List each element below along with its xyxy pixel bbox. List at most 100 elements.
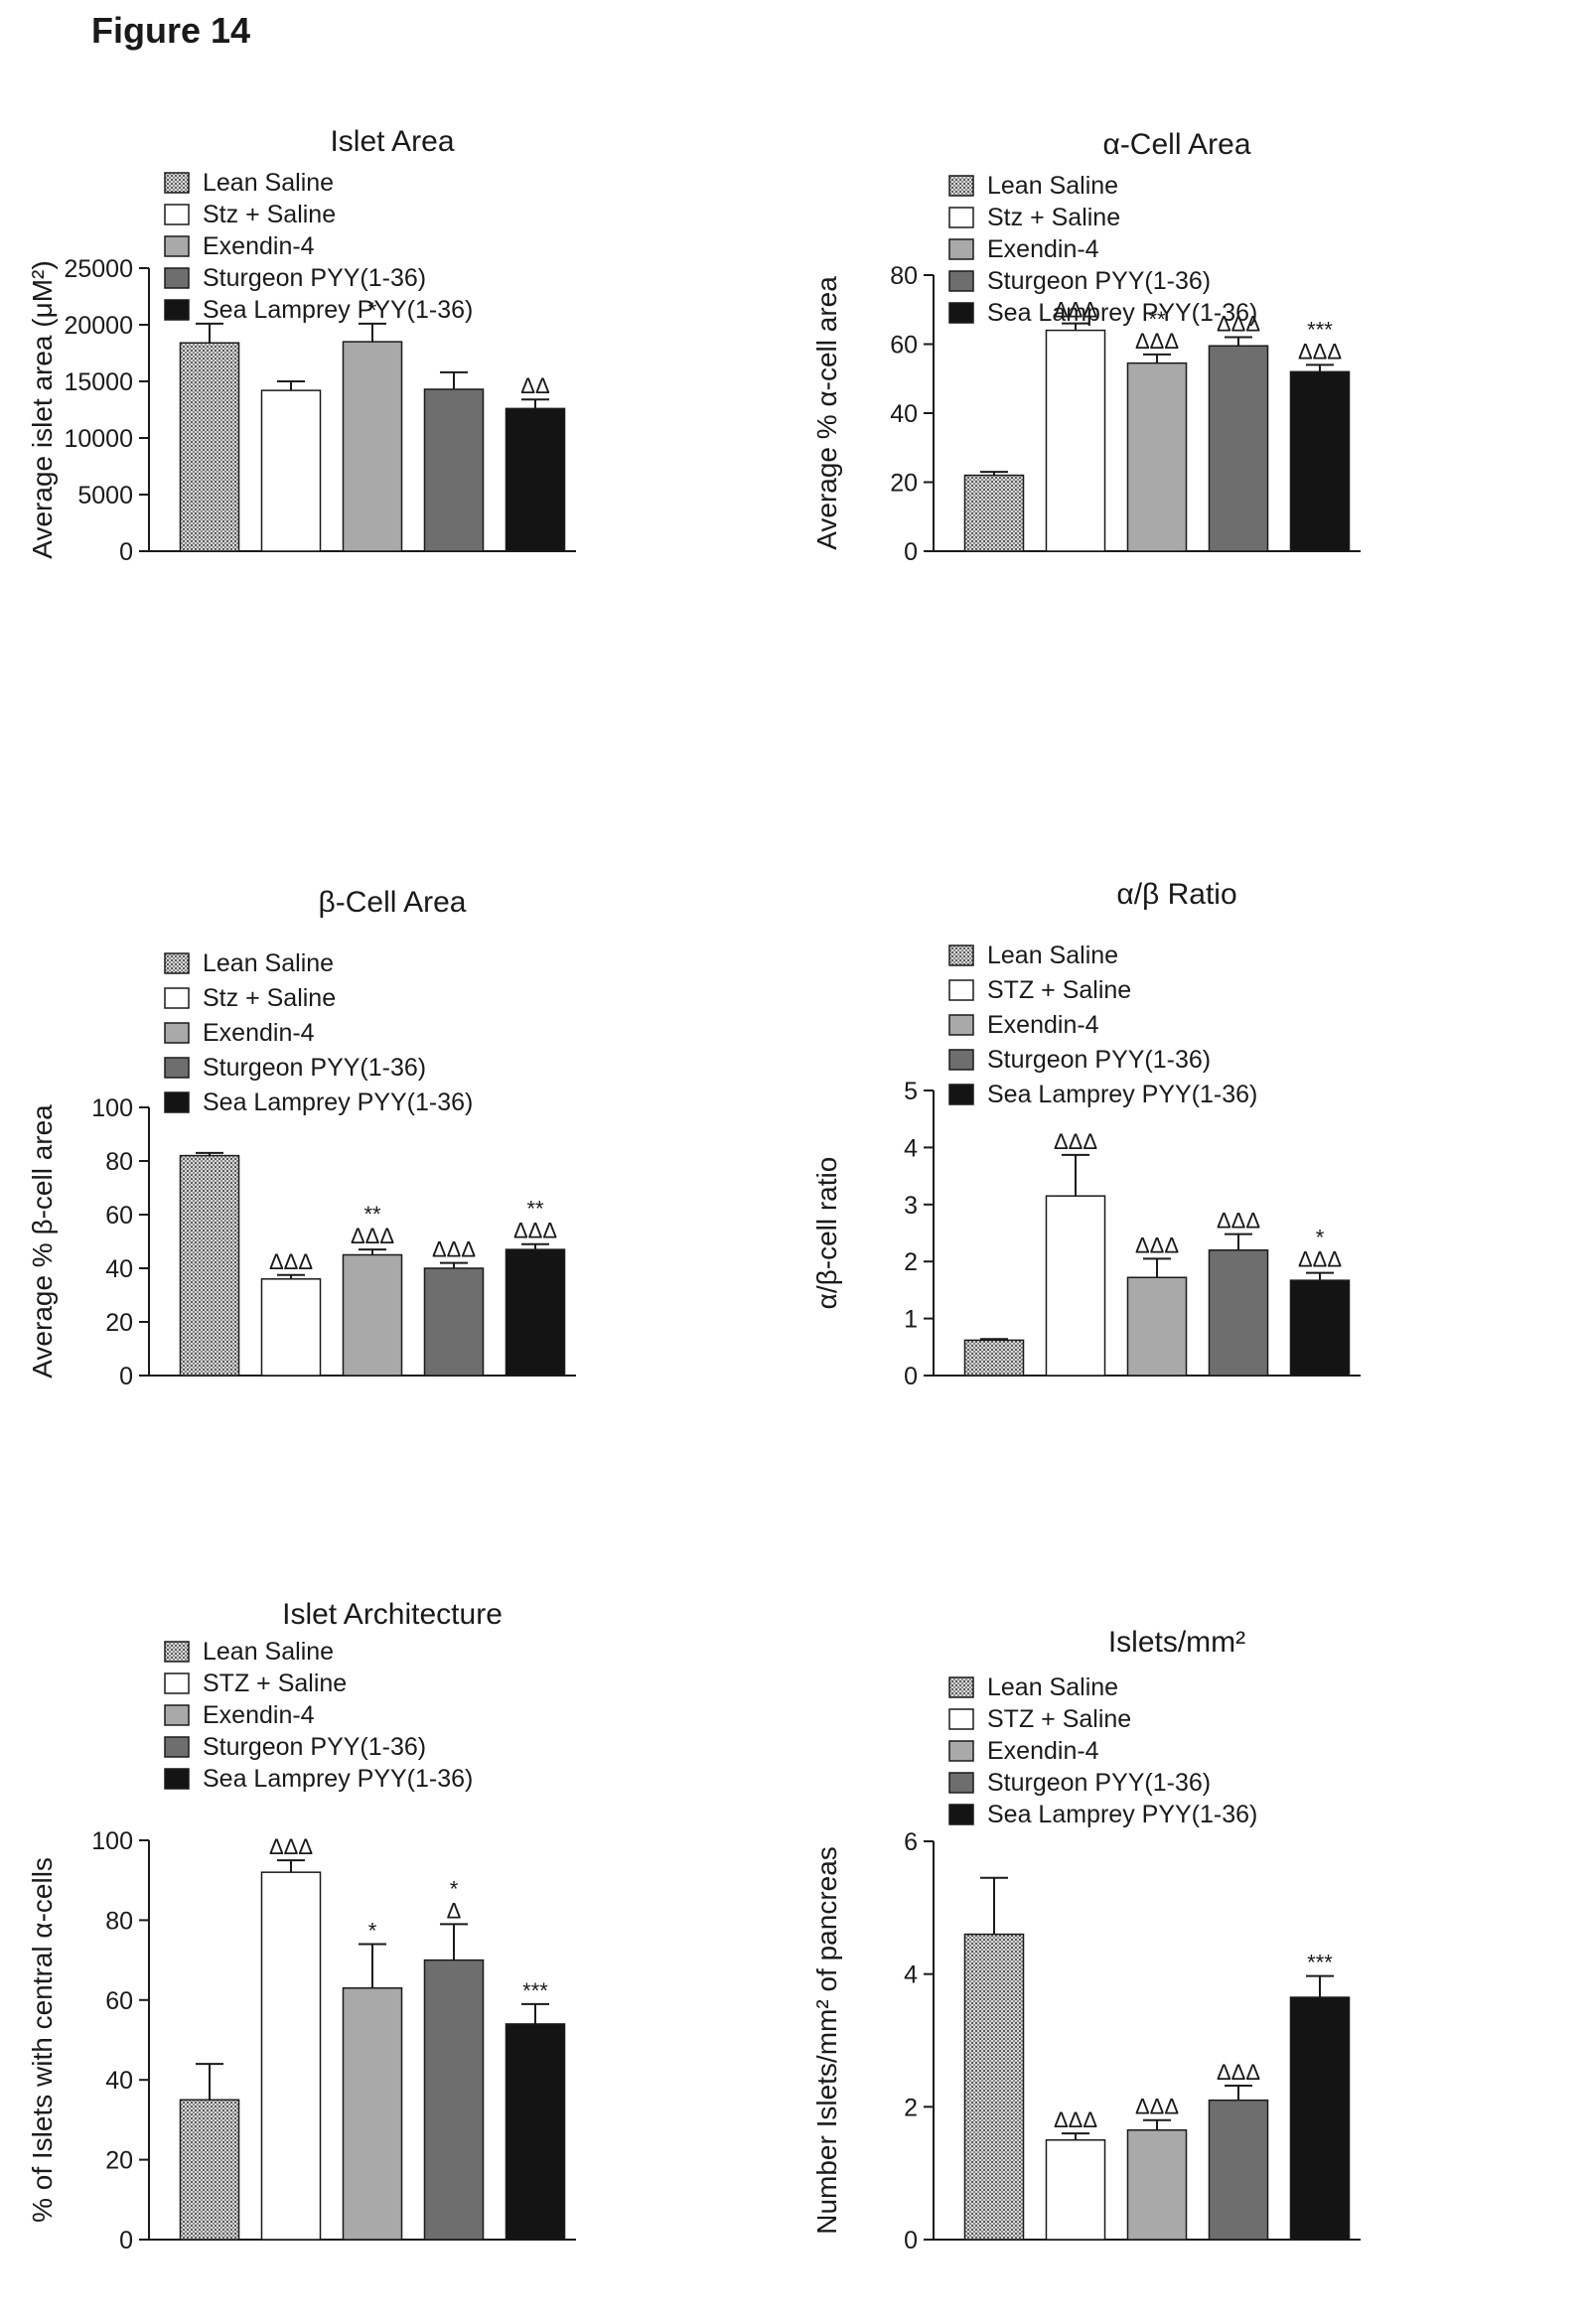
bar-sturgeon-pyy-1-36 [1208,345,1269,552]
y-tick-label: 0 [119,1363,133,1390]
y-tick-label: 80 [105,1148,133,1176]
legend-label-exendin-4: Exendin-4 [987,235,1099,263]
y-tick-label: 80 [890,262,918,290]
legend-label-sea-lamprey-pyy-1-36: Sea Lamprey PYY(1-36) [203,296,473,324]
bar-exendin-4 [342,341,403,552]
chart-title: Islet Area [330,125,454,158]
significance-marker: ΔΔΔ [269,1249,313,1274]
significance-marker: ΔΔΔ [1054,298,1097,323]
legend-swatch-sea-lamprey-pyy-1-36 [164,1768,190,1790]
legend-swatch-sea-lamprey-pyy-1-36 [164,299,190,321]
legend-label-lean-saline: Lean Saline [987,942,1118,969]
legend-swatch-exendin-4 [948,238,974,260]
significance-marker: ΔΔΔ [1135,1233,1179,1257]
legend-label-sturgeon-pyy-1-36: Sturgeon PYY(1-36) [987,1046,1211,1074]
bar-lean-saline [179,2099,240,2241]
y-axis-label: Average % α-cell area [811,276,842,550]
significance-marker: ΔΔΔ [1135,329,1179,354]
chart-beta-cell-area: β-Cell Area Lean Saline Stz + Saline Exendi… [27,886,576,1390]
legend-swatch-sturgeon-pyy-1-36 [164,267,190,289]
legend-swatch-stz-saline [948,1708,974,1730]
y-tick-label: 60 [105,1202,133,1230]
significance-marker: ΔΔΔ [1298,1247,1342,1272]
legend-label-exendin-4: Exendin-4 [203,1019,315,1047]
y-tick-label: 100 [91,1827,133,1855]
bar-lean-saline [179,342,240,552]
bar-sea-lamprey-pyy-1-36 [505,407,566,552]
legend-label-sturgeon-pyy-1-36: Sturgeon PYY(1-36) [203,1733,426,1761]
bar-sea-lamprey-pyy-1-36 [1289,1996,1351,2241]
legend-swatch-exendin-4 [164,1704,190,1726]
chart-title: α-Cell Area [1102,128,1250,161]
chart-islets-per-mm2: Islets/mm² Lean Saline STZ + Saline Exendin… [811,1626,1361,2254]
legend-swatch-stz-saline [948,979,974,1001]
chart-title: Islets/mm² [1108,1626,1245,1659]
legend-swatch-lean-saline [948,944,974,966]
significance-marker: * [368,298,377,323]
y-axis-label: % of Islets with central α-cells [27,1857,58,2223]
legend-label-stz-saline: Stz + Saline [203,201,336,228]
legend-label-sturgeon-pyy-1-36: Sturgeon PYY(1-36) [203,264,426,292]
bar-stz-saline [1045,329,1106,552]
significance-marker: ΔΔΔ [1054,1129,1097,1154]
bar-sturgeon-pyy-1-36 [1208,1248,1269,1377]
y-tick-label: 0 [904,2227,918,2254]
chart-islet-area: Islet Area Lean Saline Stz + Saline Exendin… [27,125,576,566]
bar-sea-lamprey-pyy-1-36 [505,1248,566,1377]
legend-label-stz-saline: Stz + Saline [987,204,1120,231]
y-tick-label: 0 [904,1363,918,1390]
legend-swatch-lean-saline [948,175,974,197]
legend-label-lean-saline: Lean Saline [987,1673,1118,1701]
legend-label-stz-saline: STZ + Saline [987,976,1131,1004]
legend-swatch-exendin-4 [164,1022,190,1044]
legend-label-exendin-4: Exendin-4 [203,1701,315,1729]
bar-sturgeon-pyy-1-36 [423,1959,485,2241]
significance-marker: * [1316,1226,1325,1250]
bar-sea-lamprey-pyy-1-36 [1289,1279,1351,1377]
legend-swatch-sturgeon-pyy-1-36 [164,1057,190,1079]
chart-alpha-beta-ratio: α/β Ratio Lean Saline STZ + Saline Exendin-… [811,878,1361,1390]
y-tick-label: 25000 [64,255,133,283]
significance-marker: ΔΔΔ [1217,2060,1260,2085]
legend-swatch-lean-saline [164,172,190,194]
legend-label-stz-saline: STZ + Saline [203,1670,347,1697]
y-tick-label: 2 [904,2094,918,2121]
chart-alpha-cell-area: α-Cell Area Lean Saline Stz + Saline Exendi… [811,128,1361,566]
legend-swatch-lean-saline [164,952,190,974]
legend-swatch-exendin-4 [164,235,190,257]
y-tick-label: 0 [119,538,133,566]
legend-label-lean-saline: Lean Saline [203,1638,334,1666]
y-tick-label: 4 [904,1961,918,1989]
legend-swatch-stz-saline [164,1672,190,1694]
legend-label-sea-lamprey-pyy-1-36: Sea Lamprey PYY(1-36) [203,1089,473,1116]
legend-label-stz-saline: Stz + Saline [203,984,336,1012]
y-tick-label: 40 [105,1255,133,1283]
significance-marker: ΔΔΔ [1298,339,1342,363]
bar-stz-saline [1045,2139,1106,2241]
significance-marker: * [368,1919,377,1944]
bar-sea-lamprey-pyy-1-36 [505,2023,566,2241]
chart-title: α/β Ratio [1116,878,1236,911]
bar-lean-saline [179,1154,240,1377]
y-axis-label: Average % β-cell area [27,1104,58,1379]
legend-swatch-sea-lamprey-pyy-1-36 [948,1084,974,1105]
significance-marker: * [450,1876,459,1901]
significance-marker: ΔΔ [520,373,550,398]
significance-marker: ΔΔΔ [432,1237,476,1262]
y-tick-label: 20 [890,470,918,498]
significance-marker: ΔΔΔ [513,1219,557,1243]
legend-swatch-sea-lamprey-pyy-1-36 [948,302,974,324]
legend-label-lean-saline: Lean Saline [987,172,1118,200]
bar-lean-saline [963,474,1025,552]
y-tick-label: 0 [119,2227,133,2254]
legend-swatch-stz-saline [164,204,190,225]
significance-marker: ** [526,1197,544,1222]
legend-label-lean-saline: Lean Saline [203,169,334,197]
y-axis-label: Average islet area (μM²) [27,260,58,558]
legend-label-lean-saline: Lean Saline [203,949,334,977]
significance-marker: ΔΔΔ [269,1834,313,1859]
legend-swatch-sturgeon-pyy-1-36 [948,1049,974,1071]
bar-lean-saline [963,1339,1025,1377]
chart-title: Islet Architecture [282,1598,503,1631]
legend-label-sea-lamprey-pyy-1-36: Sea Lamprey PYY(1-36) [203,1765,473,1793]
